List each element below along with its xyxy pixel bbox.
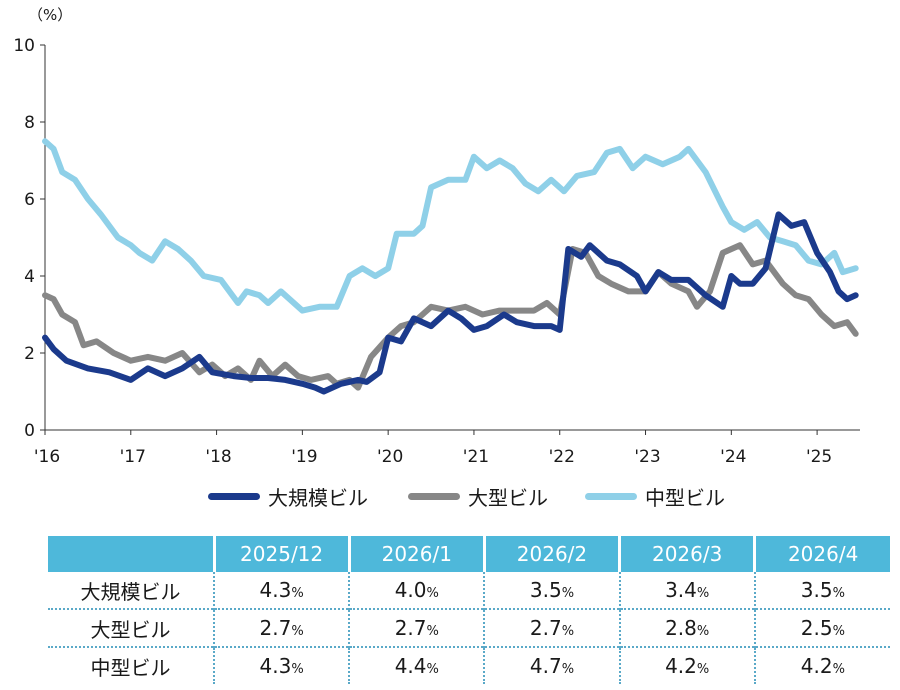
cell-value: 3.5 bbox=[800, 578, 833, 602]
chart-legend: 大規模ビル 大型ビル 中型ビル bbox=[0, 482, 900, 512]
percent-sign: % bbox=[291, 662, 304, 677]
y-tick-label: 2 bbox=[24, 344, 35, 364]
cell-value: 2.7 bbox=[529, 616, 562, 640]
percent-sign: % bbox=[832, 662, 845, 677]
legend-swatch-large-scale bbox=[208, 493, 260, 500]
row-label: 大型ビル bbox=[48, 608, 214, 647]
cell-value: 3.4 bbox=[665, 578, 697, 602]
table-cell: 2.8% bbox=[618, 608, 755, 647]
percent-sign: % bbox=[426, 624, 439, 639]
table-cell: 4.3% bbox=[212, 572, 350, 609]
cell-value: 4.7 bbox=[529, 654, 562, 678]
table-row: 大型ビル 2.7% 2.7% 2.7% 2.8% 2.5% bbox=[48, 608, 890, 647]
legend-item-large-scale: 大規模ビル bbox=[208, 482, 368, 511]
table-header-cell: 2026/2 bbox=[484, 536, 622, 572]
cell-value: 2.5 bbox=[800, 616, 833, 640]
percent-sign: % bbox=[426, 662, 439, 677]
cell-value: 4.3 bbox=[259, 578, 292, 602]
table-cell: 2.7% bbox=[483, 608, 620, 647]
x-tick-label: '21 bbox=[463, 447, 489, 467]
x-tick-label: '25 bbox=[806, 447, 832, 467]
y-tick-label: 0 bbox=[24, 421, 35, 441]
cell-value: 4.2 bbox=[800, 654, 833, 678]
table-header-cell: 2026/4 bbox=[754, 536, 890, 572]
table-header-row: 2025/12 2026/1 2026/2 2026/3 2026/4 bbox=[48, 536, 890, 572]
legend-label-medium: 中型ビル bbox=[645, 486, 725, 510]
percent-sign: % bbox=[696, 624, 710, 639]
x-tick-label: '23 bbox=[634, 447, 660, 467]
legend-label-large: 大型ビル bbox=[468, 486, 548, 510]
table-cell: 3.5% bbox=[753, 572, 890, 609]
cell-value: 3.5 bbox=[529, 578, 562, 602]
series-line-medium-buildings bbox=[42, 138, 859, 314]
percent-sign: % bbox=[291, 586, 304, 601]
percent-sign: % bbox=[561, 624, 575, 639]
x-tick-label: '24 bbox=[720, 447, 746, 467]
x-tick-label: '22 bbox=[549, 447, 575, 467]
legend-item-large: 大型ビル bbox=[408, 482, 548, 511]
y-axis-unit-label: （%） bbox=[28, 6, 73, 24]
table-row: 大規模ビル 4.3% 4.0% 3.5% 3.4% 3.5% bbox=[48, 572, 890, 609]
y-tick-label: 6 bbox=[24, 190, 35, 210]
table-header-cell: 2026/3 bbox=[619, 536, 757, 572]
table-cell: 4.2% bbox=[753, 646, 890, 684]
x-tick-label: '20 bbox=[377, 447, 403, 467]
cell-value: 2.7 bbox=[394, 616, 427, 640]
table-cell: 4.0% bbox=[348, 572, 485, 609]
forecast-table: 2025/12 2026/1 2026/2 2026/3 2026/4 大規模ビ… bbox=[48, 536, 890, 684]
cell-value: 4.3 bbox=[259, 654, 292, 678]
table-cell: 4.3% bbox=[212, 646, 350, 684]
table-cell: 4.4% bbox=[348, 646, 485, 684]
table-header-corner bbox=[48, 536, 216, 572]
legend-item-medium: 中型ビル bbox=[585, 482, 725, 511]
percent-sign: % bbox=[696, 586, 710, 601]
percent-sign: % bbox=[696, 662, 710, 677]
legend-swatch-large bbox=[408, 493, 460, 500]
cell-value: 4.0 bbox=[394, 578, 427, 602]
y-tick-label: 4 bbox=[24, 267, 35, 287]
percent-sign: % bbox=[832, 586, 845, 601]
table-cell: 2.5% bbox=[753, 608, 890, 647]
legend-swatch-medium bbox=[585, 493, 637, 500]
table-cell: 4.2% bbox=[618, 646, 755, 684]
table-cell: 3.4% bbox=[618, 572, 755, 609]
row-label: 大規模ビル bbox=[80, 579, 181, 604]
percent-sign: % bbox=[291, 624, 304, 639]
x-tick-label: '19 bbox=[291, 447, 317, 467]
vacancy-rate-line-chart: 0 2 4 6 8 10 '16 '17 '18 '19 '20 '21 '22 '23 '24 '25 bbox=[13, 36, 860, 467]
series-line-large-scale-buildings bbox=[42, 211, 859, 395]
y-tick-label: 8 bbox=[24, 113, 35, 133]
table-row: 中型ビル 4.3% 4.4% 4.7% 4.2% 4.2% bbox=[48, 646, 890, 684]
table-cell: 4.7% bbox=[483, 646, 620, 684]
x-tick-label: '16 bbox=[34, 447, 60, 467]
cell-value: 2.7 bbox=[259, 616, 292, 640]
row-label: 中型ビル bbox=[48, 646, 214, 684]
legend-label-large-scale: 大規模ビル bbox=[268, 486, 368, 510]
table-cell: 3.5% bbox=[483, 572, 620, 609]
table-cell: 2.7% bbox=[212, 608, 350, 647]
percent-sign: % bbox=[561, 586, 575, 601]
percent-sign: % bbox=[832, 624, 845, 639]
table-header-cell: 2025/12 bbox=[214, 536, 351, 572]
x-tick-label: '17 bbox=[120, 447, 146, 467]
table-header-cell: 2026/1 bbox=[349, 536, 486, 572]
table-cell: 2.7% bbox=[348, 608, 485, 647]
percent-sign: % bbox=[561, 662, 575, 677]
cell-value: 4.2 bbox=[665, 654, 697, 678]
cell-value: 4.4 bbox=[394, 654, 427, 678]
series-line-large-buildings bbox=[42, 242, 859, 391]
percent-sign: % bbox=[426, 586, 439, 601]
x-tick-label: '18 bbox=[205, 447, 231, 467]
cell-value: 2.8 bbox=[665, 616, 697, 640]
y-tick-label: 10 bbox=[13, 36, 35, 56]
